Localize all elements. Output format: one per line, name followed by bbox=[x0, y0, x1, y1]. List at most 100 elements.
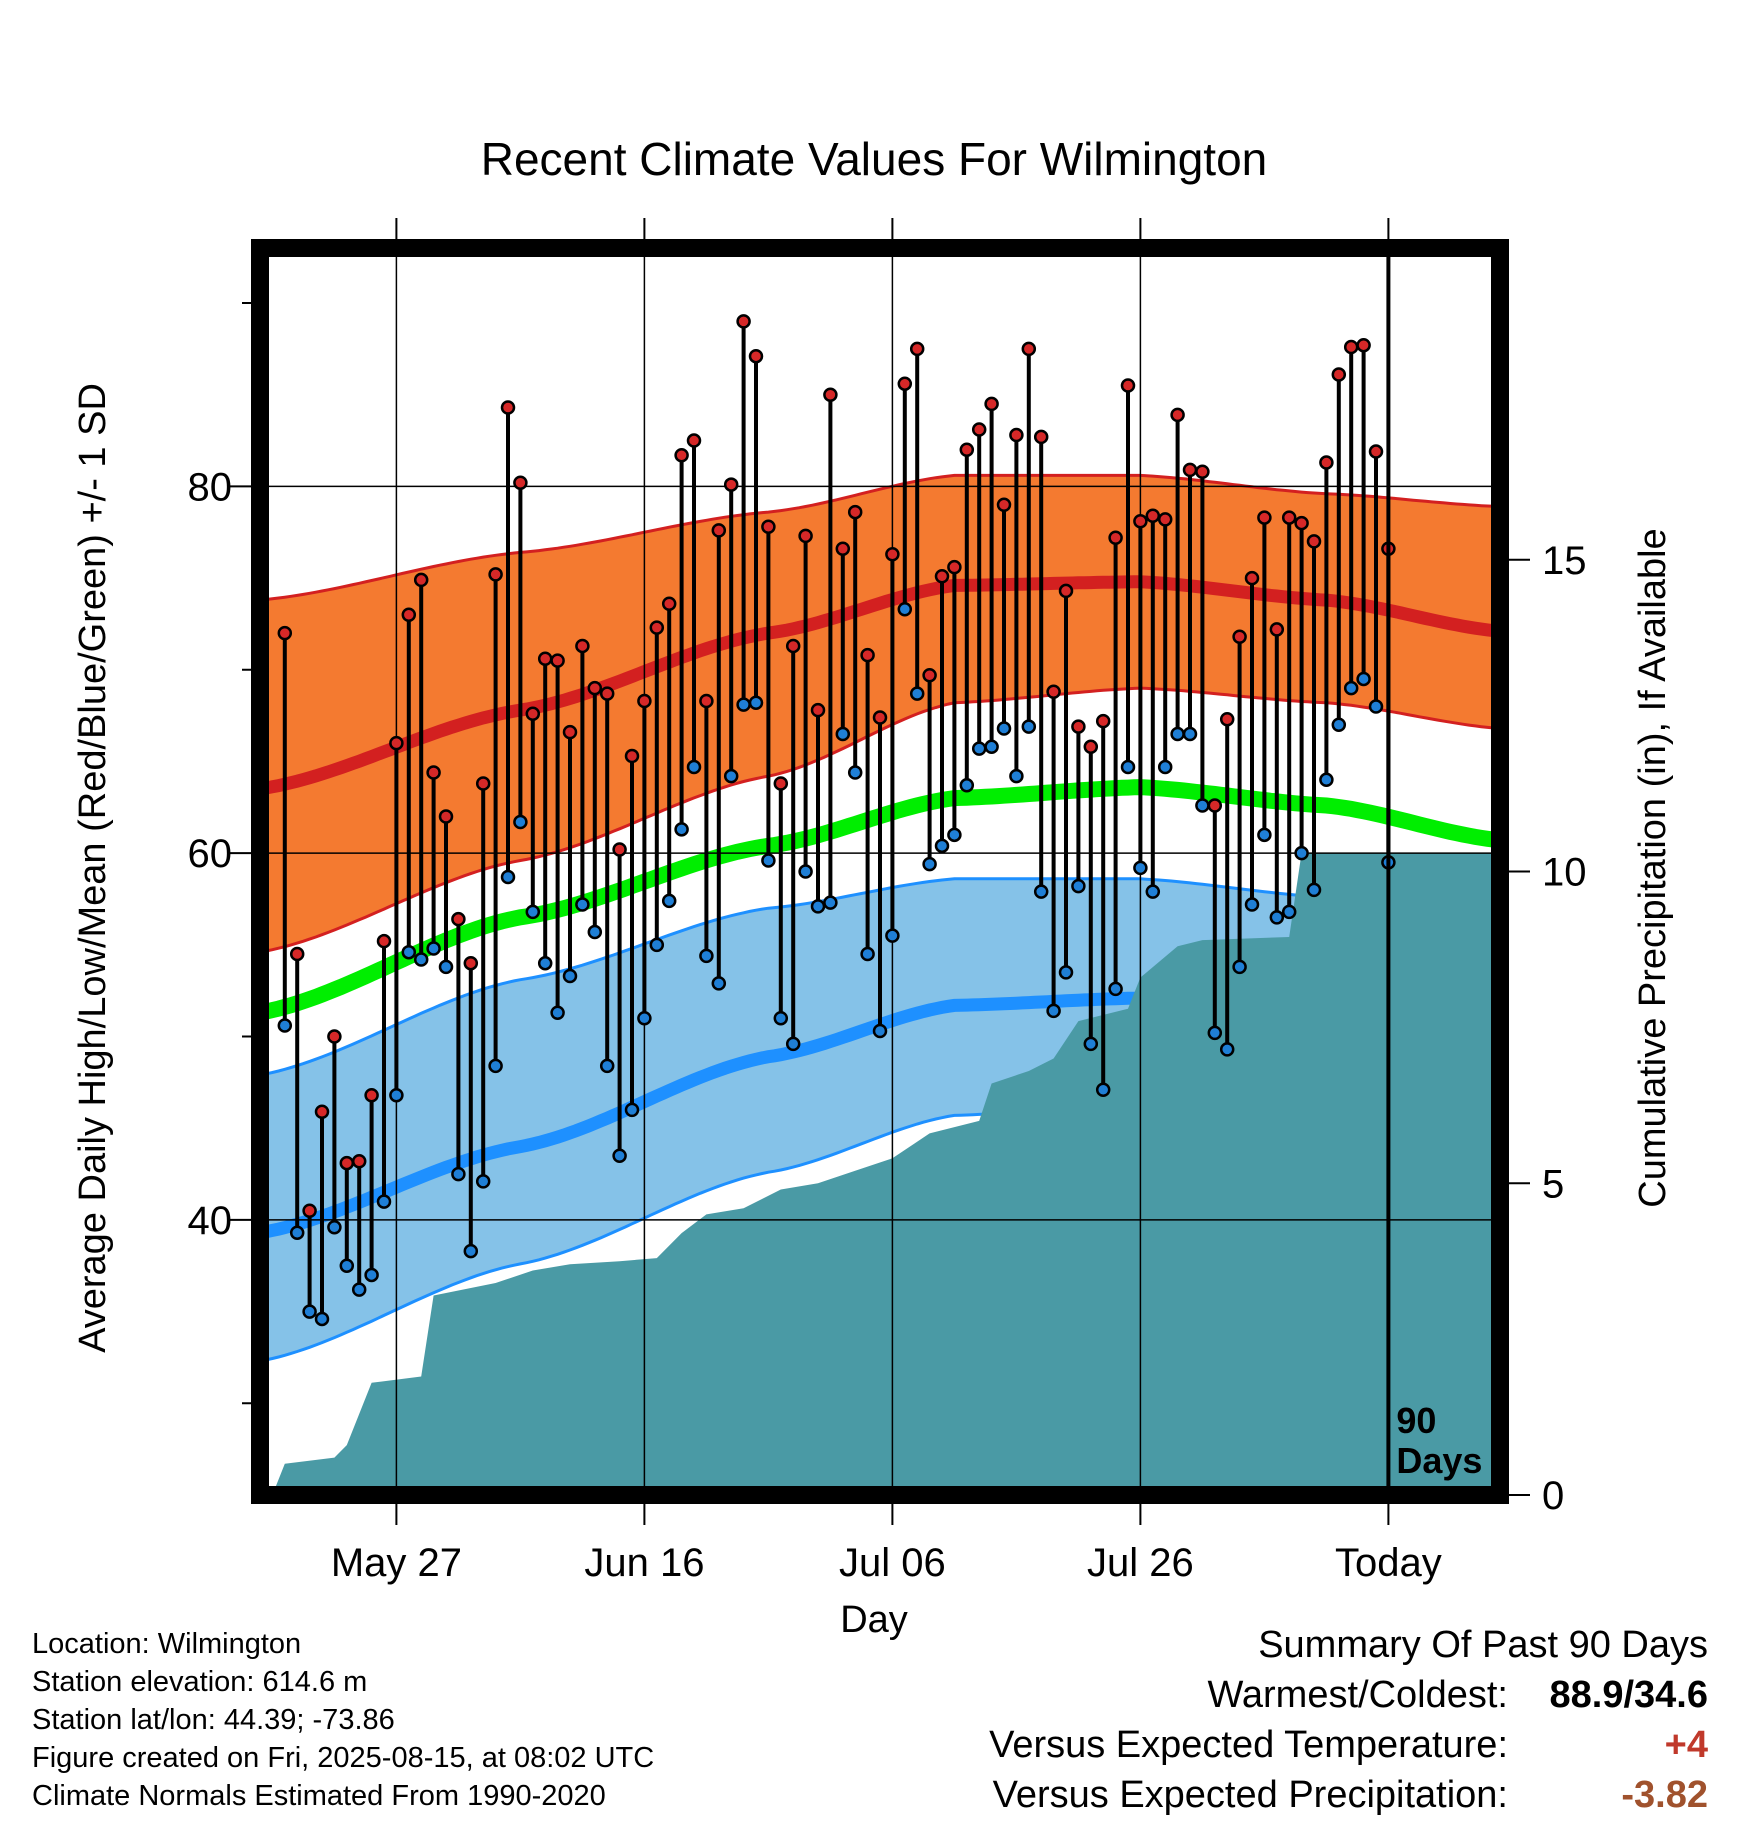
daily-low-point bbox=[885, 928, 900, 943]
summary-temp-row: Versus Expected Temperature: +4 bbox=[989, 1720, 1708, 1770]
daily-high-point bbox=[897, 376, 913, 391]
daily-low-point bbox=[1046, 1003, 1061, 1019]
daily-low-point bbox=[339, 1258, 355, 1274]
daily-high-point bbox=[376, 933, 392, 949]
precip-anomaly-value: -3.82 bbox=[1621, 1774, 1708, 1816]
daily-high-point bbox=[674, 447, 689, 463]
daily-low-point bbox=[934, 838, 950, 854]
daily-low-point bbox=[1331, 717, 1347, 733]
daily-low-point bbox=[314, 1311, 330, 1327]
daily-high-point bbox=[364, 1087, 379, 1103]
daily-high-point bbox=[624, 748, 640, 764]
daily-low-point bbox=[1071, 878, 1086, 894]
daily-low-point bbox=[1182, 726, 1198, 742]
daily-low-point bbox=[922, 856, 937, 872]
daily-low-point bbox=[1306, 882, 1322, 898]
daily-low-point bbox=[971, 741, 987, 756]
daily-low-point bbox=[897, 602, 913, 617]
normal-high-line bbox=[260, 575, 1500, 796]
daily-low-point bbox=[438, 959, 454, 975]
y2-tick-label: 0 bbox=[1542, 1474, 1564, 1518]
daily-low-point bbox=[785, 1036, 801, 1052]
normals-text: Climate Normals Estimated From 1990-2020 bbox=[32, 1780, 606, 1812]
daily-low-point bbox=[550, 1005, 565, 1020]
y-tick-label: 40 bbox=[188, 1199, 233, 1243]
daily-high-point bbox=[810, 702, 826, 718]
daily-high-point bbox=[947, 559, 962, 575]
daily-low-point bbox=[1232, 959, 1247, 975]
daily-low-point bbox=[1157, 759, 1173, 775]
daily-low-point bbox=[289, 1225, 305, 1241]
daily-low-point bbox=[1368, 699, 1384, 714]
daily-high-point bbox=[1207, 798, 1223, 813]
x-axis-label: Day bbox=[840, 1599, 908, 1641]
daily-low-point bbox=[1195, 798, 1210, 813]
axes: May 27 Jun 16 Jul 06 Jul 26 Today 40 60 80 0 5 10 1… bbox=[188, 218, 1587, 1585]
daily-low-point bbox=[475, 1174, 491, 1189]
daily-high-point bbox=[860, 647, 875, 663]
daily-low-point bbox=[996, 721, 1012, 736]
y-tick-label: 80 bbox=[188, 465, 233, 509]
x-tick-label: May 27 bbox=[331, 1541, 462, 1585]
daily-low-point bbox=[1219, 1042, 1235, 1057]
daily-low-point bbox=[748, 695, 764, 711]
daily-low-point bbox=[1281, 904, 1297, 920]
daily-high-point bbox=[1281, 510, 1297, 525]
daily-high-point bbox=[1009, 427, 1024, 443]
daily-high-point bbox=[339, 1155, 355, 1171]
daily-high-point bbox=[438, 809, 454, 824]
daily-high-point bbox=[513, 475, 528, 490]
daily-high-point bbox=[575, 638, 590, 654]
daily-high-point bbox=[289, 946, 305, 962]
station-info: Location: Wilmington Station elevation: … bbox=[32, 1625, 654, 1815]
daily-high-point bbox=[277, 625, 293, 641]
daily-high-point bbox=[537, 651, 553, 667]
daily-high-point bbox=[500, 400, 516, 415]
daily-high-point bbox=[1145, 508, 1161, 523]
warm-cold-label: Warmest/Coldest: bbox=[1207, 1674, 1508, 1716]
daily-high-point bbox=[1083, 739, 1099, 755]
daily-low-point bbox=[1207, 1025, 1223, 1041]
daily-low-point bbox=[624, 1102, 640, 1118]
daily-high-point bbox=[1219, 712, 1235, 727]
daily-low-point bbox=[1058, 965, 1074, 980]
daily-high-point bbox=[1170, 407, 1185, 423]
daily-high-point bbox=[463, 955, 479, 971]
y-axis-label: Average Daily High/Low/Mean (Red/Blue/Gr… bbox=[72, 383, 114, 1353]
daily-high-point bbox=[1269, 622, 1285, 637]
daily-low-point bbox=[835, 726, 851, 742]
daily-low-point bbox=[525, 904, 541, 920]
daily-high-point bbox=[748, 348, 764, 364]
today-marker-label: 90 bbox=[1396, 1400, 1436, 1441]
daily-high-point bbox=[909, 341, 925, 357]
daily-low-point bbox=[463, 1243, 479, 1259]
daily-high-point bbox=[488, 567, 503, 582]
daily-low-point bbox=[1009, 768, 1024, 784]
x-tick-label: Jun 16 bbox=[584, 1541, 704, 1585]
daily-low-point bbox=[909, 686, 925, 701]
daily-high-point bbox=[451, 911, 466, 927]
daily-high-point bbox=[599, 686, 615, 701]
daily-low-point bbox=[389, 1087, 404, 1103]
daily-high-point bbox=[426, 765, 441, 780]
daily-low-point bbox=[327, 1220, 342, 1235]
daily-low-point bbox=[1108, 981, 1123, 997]
daily-low-point bbox=[1257, 827, 1272, 843]
daily-low-point bbox=[1269, 910, 1285, 925]
daily-high-point bbox=[1306, 534, 1322, 549]
daily-low-point bbox=[302, 1304, 317, 1319]
daily-high-point bbox=[823, 387, 838, 402]
daily-high-point bbox=[1058, 583, 1074, 599]
daily-low-point bbox=[451, 1166, 466, 1182]
daily-high-point bbox=[1244, 570, 1260, 586]
daily-high-point bbox=[686, 433, 702, 448]
daily-low-point bbox=[599, 1058, 615, 1074]
daily-high-point bbox=[550, 653, 565, 668]
daily-high-point bbox=[1331, 367, 1347, 382]
daily-low-point bbox=[587, 924, 603, 940]
chart-title: Recent Climate Values For Wilmington bbox=[481, 133, 1268, 185]
daily-low-point bbox=[1083, 1036, 1099, 1052]
normal-high-band-upper-edge bbox=[260, 473, 1500, 602]
y2-tick-label: 10 bbox=[1542, 851, 1587, 895]
